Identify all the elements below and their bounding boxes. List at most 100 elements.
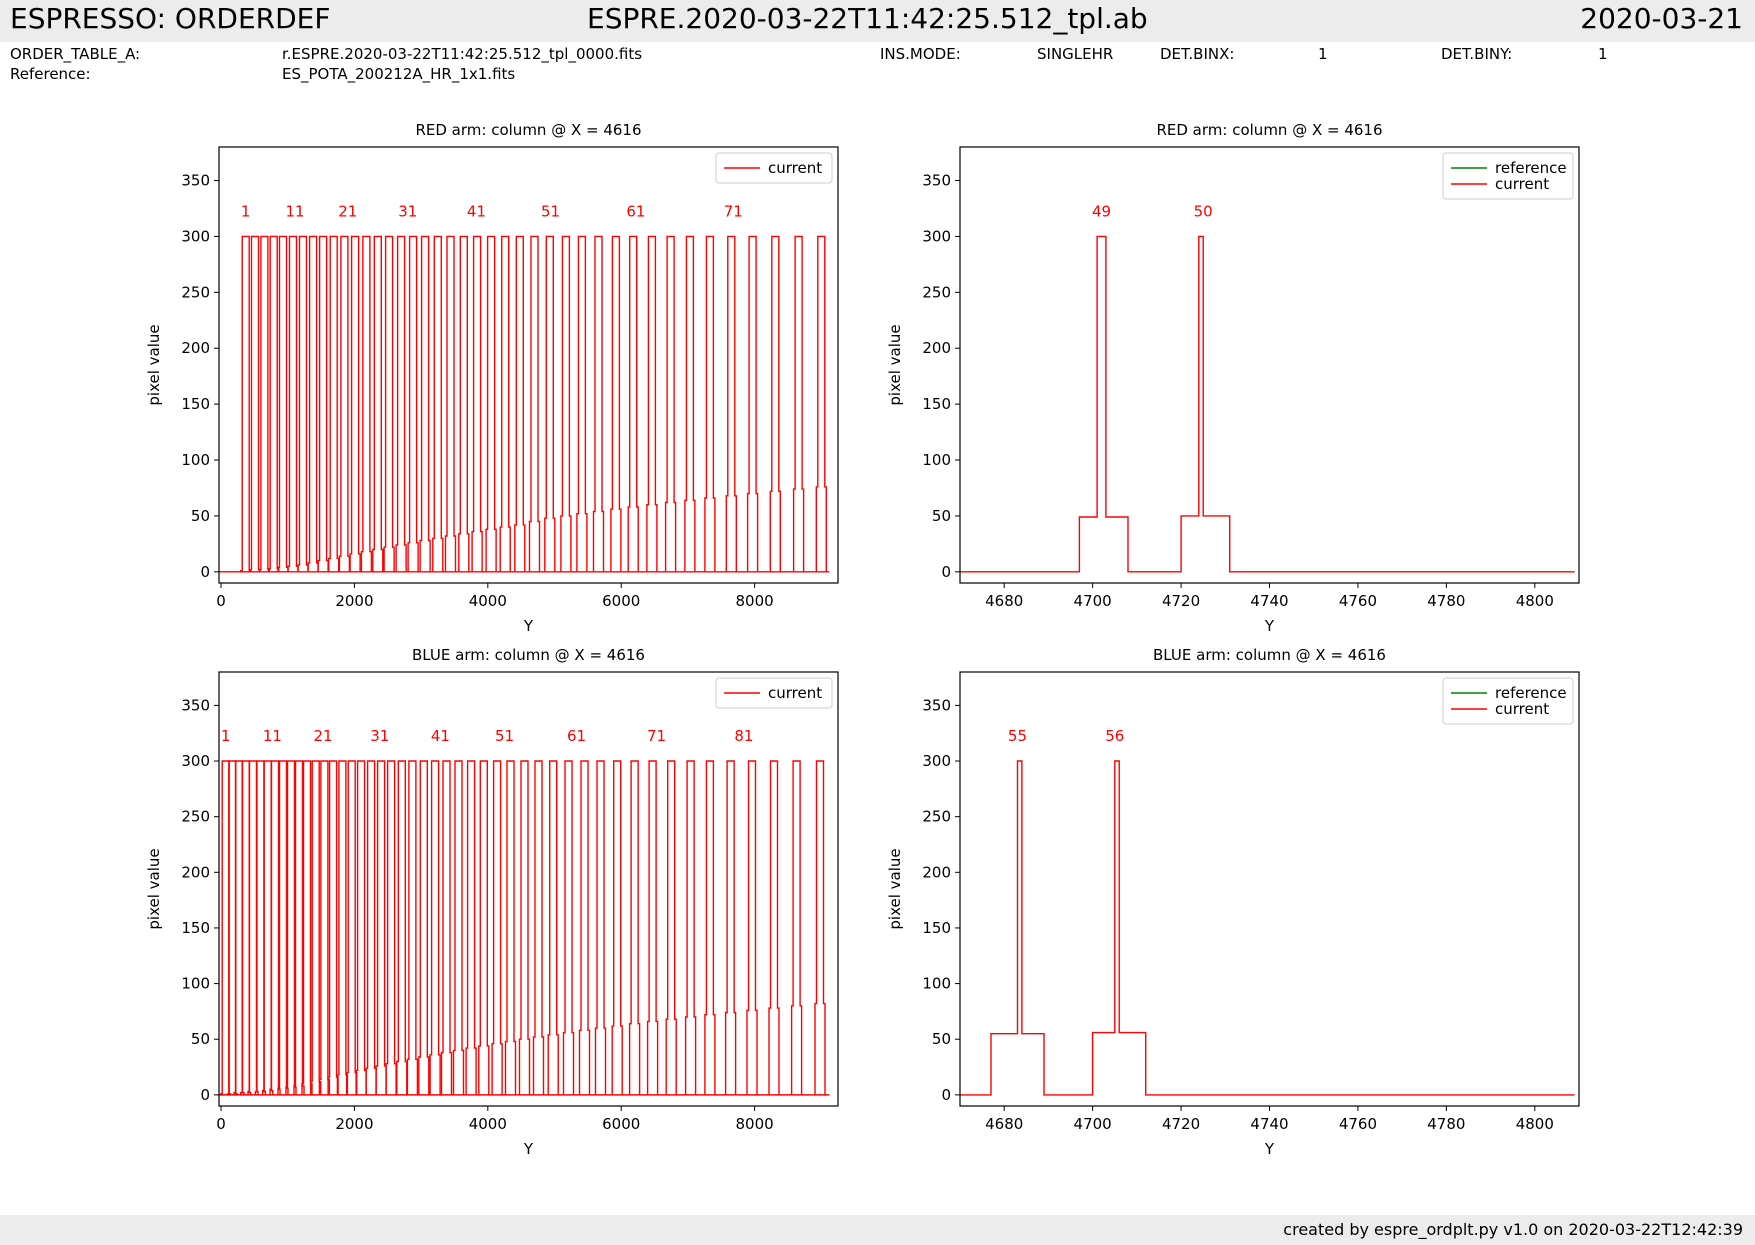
- order-peak: [611, 760, 623, 1095]
- order-peak: [725, 235, 737, 572]
- order-label: 71: [724, 202, 743, 220]
- order-label: 21: [338, 202, 357, 220]
- x-tick-label: 4700: [1074, 592, 1112, 610]
- order-peak: [432, 235, 444, 572]
- order-peak: [560, 235, 572, 572]
- order-peak: [406, 760, 419, 1095]
- y-tick-label: 200: [922, 339, 951, 357]
- order-peak: [383, 235, 395, 572]
- order-peak: [724, 760, 737, 1095]
- y-tick-label: 50: [932, 1030, 951, 1048]
- x-tick-label: 4000: [469, 1115, 507, 1133]
- order-peak: [452, 760, 465, 1095]
- order-peak: [594, 760, 607, 1095]
- order-peak: [287, 235, 299, 572]
- x-tick-label: 6000: [602, 592, 640, 610]
- det-biny-label: DET.BINY:: [1441, 45, 1513, 63]
- file-title: ESPRE.2020-03-22T11:42:25.512_tpl.ab: [587, 2, 1148, 35]
- order-peak: [219, 760, 232, 1095]
- order-peak: [547, 760, 559, 1095]
- reference-value: ES_POTA_200212A_HR_1x1.fits: [282, 65, 516, 83]
- order-label: 61: [626, 202, 645, 220]
- order-peak: [346, 760, 358, 1095]
- order-peak: [518, 760, 531, 1095]
- order-peak: [269, 760, 281, 1095]
- order-peak: [592, 235, 605, 572]
- plot-frame: [218, 671, 839, 1107]
- x-tick-label: 4000: [469, 592, 507, 610]
- order-peak: [499, 235, 511, 572]
- order-peak: [646, 235, 658, 572]
- x-axis-label: Y: [1264, 1140, 1275, 1158]
- y-tick-label: 100: [181, 975, 210, 993]
- order-label: 1: [241, 202, 251, 220]
- x-tick-label: 4680: [985, 592, 1023, 610]
- x-axis-label: Y: [1264, 617, 1275, 635]
- order-table-label: ORDER_TABLE_A:: [10, 45, 141, 63]
- x-tick-label: 4740: [1250, 592, 1288, 610]
- order-peak: [293, 760, 305, 1095]
- order-peak: [328, 235, 340, 572]
- order-peak: [318, 760, 331, 1095]
- order-peak: [429, 760, 441, 1095]
- order-peak: [532, 760, 545, 1095]
- order-label: 51: [541, 202, 560, 220]
- x-tick-label: 2000: [335, 1115, 373, 1133]
- det-binx-value: 1: [1318, 45, 1328, 63]
- footer-credit: created by espre_ordplt.py v1.0 on 2020-…: [1283, 1220, 1743, 1239]
- y-tick-label: 0: [200, 563, 210, 581]
- y-tick-label: 0: [200, 1086, 210, 1104]
- order-peak: [277, 760, 289, 1095]
- legend-label-current: current: [1495, 700, 1549, 718]
- order-peak: [471, 235, 483, 572]
- order-label: 71: [647, 727, 666, 745]
- y-tick-label: 350: [922, 696, 951, 714]
- legend-box: [715, 677, 833, 709]
- order-label: 61: [567, 727, 586, 745]
- y-tick-label: 300: [181, 227, 210, 245]
- order-peak: [544, 235, 556, 572]
- x-tick-label: 4780: [1427, 1115, 1465, 1133]
- y-axis-label: pixel value: [145, 848, 163, 929]
- legend-label-current: current: [1495, 175, 1549, 193]
- order-peak: [815, 235, 827, 572]
- header-bar: [0, 0, 1755, 42]
- order-peak: [247, 760, 259, 1095]
- x-tick-label: 4780: [1427, 592, 1465, 610]
- order-label: 31: [370, 727, 389, 745]
- order-peak: [514, 235, 526, 572]
- y-tick-label: 250: [922, 283, 951, 301]
- chart-1: 1 11 21 31 41 51 61 710 2000 4000 6000 800005010015…: [145, 121, 839, 635]
- order-peak: [769, 235, 781, 572]
- y-tick-label: 250: [181, 808, 210, 826]
- order-label: 41: [431, 727, 450, 745]
- order-peak: [360, 235, 373, 572]
- order-peak: [491, 760, 503, 1095]
- y-tick-label: 150: [922, 919, 951, 937]
- order-peak: [610, 235, 622, 572]
- order-label: 21: [314, 727, 333, 745]
- order-peak: [704, 760, 716, 1095]
- order-peak: [440, 760, 453, 1095]
- order-peak: [578, 760, 591, 1095]
- y-tick-label: 250: [181, 283, 210, 301]
- y-tick-label: 250: [922, 808, 951, 826]
- order-table-value: r.ESPRE.2020-03-22T11:42:25.512_tpl_0000…: [282, 45, 643, 63]
- order-peak: [365, 760, 377, 1095]
- y-tick-label: 350: [181, 172, 210, 190]
- order-peak: [301, 760, 313, 1095]
- order-peak: [465, 760, 477, 1095]
- y-tick-label: 150: [181, 919, 210, 937]
- footer-bar: [0, 1215, 1755, 1245]
- order-peak: [790, 760, 803, 1095]
- legend-label-reference: reference: [1495, 159, 1567, 177]
- order-peak: [317, 235, 329, 572]
- order-label: 56: [1105, 727, 1124, 745]
- plot-frame: [959, 146, 1580, 584]
- legend-label-current: current: [768, 684, 822, 702]
- y-tick-label: 50: [191, 1030, 210, 1048]
- order-label: 55: [1008, 727, 1027, 745]
- order-peak: [239, 235, 252, 572]
- x-tick-label: 2000: [335, 592, 373, 610]
- order-label: 49: [1092, 202, 1111, 220]
